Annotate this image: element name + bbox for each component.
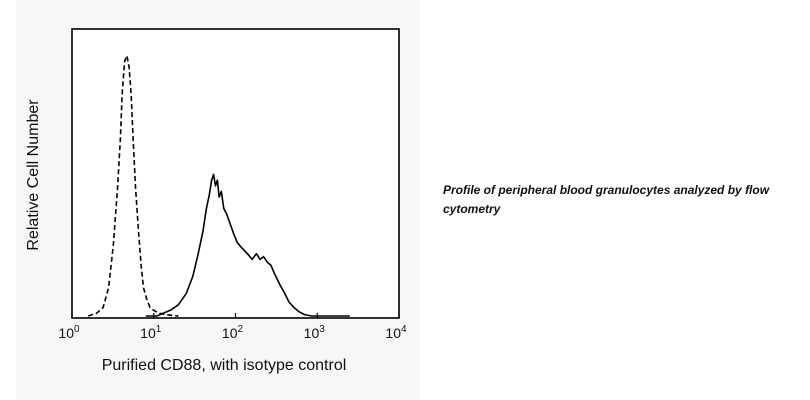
x-axis-title: Purified CD88, with isotype control — [102, 357, 347, 374]
x-tick-label: 104 — [385, 324, 407, 341]
x-tick-label: 101 — [140, 324, 162, 341]
plot-frame — [71, 28, 400, 319]
series-layer — [87, 54, 350, 317]
x-tick-label: 102 — [222, 324, 244, 341]
x-tick-label: 100 — [58, 324, 80, 341]
histogram-series-dashed — [87, 54, 179, 317]
histogram-chart: 100 101 102 103 104 Purified CD88, with isot… — [25, 28, 407, 374]
y-axis-title: Relative Cell Number — [25, 99, 42, 251]
x-tick-label: 103 — [304, 324, 326, 341]
histogram-series-solid — [145, 173, 350, 317]
figure-panel: 100 101 102 103 104 Purified CD88, with isot… — [16, 0, 420, 400]
figure-caption: Profile of peripheral blood granulocytes… — [443, 183, 770, 216]
x-tick-labels: 100 101 102 103 104 — [58, 313, 407, 341]
